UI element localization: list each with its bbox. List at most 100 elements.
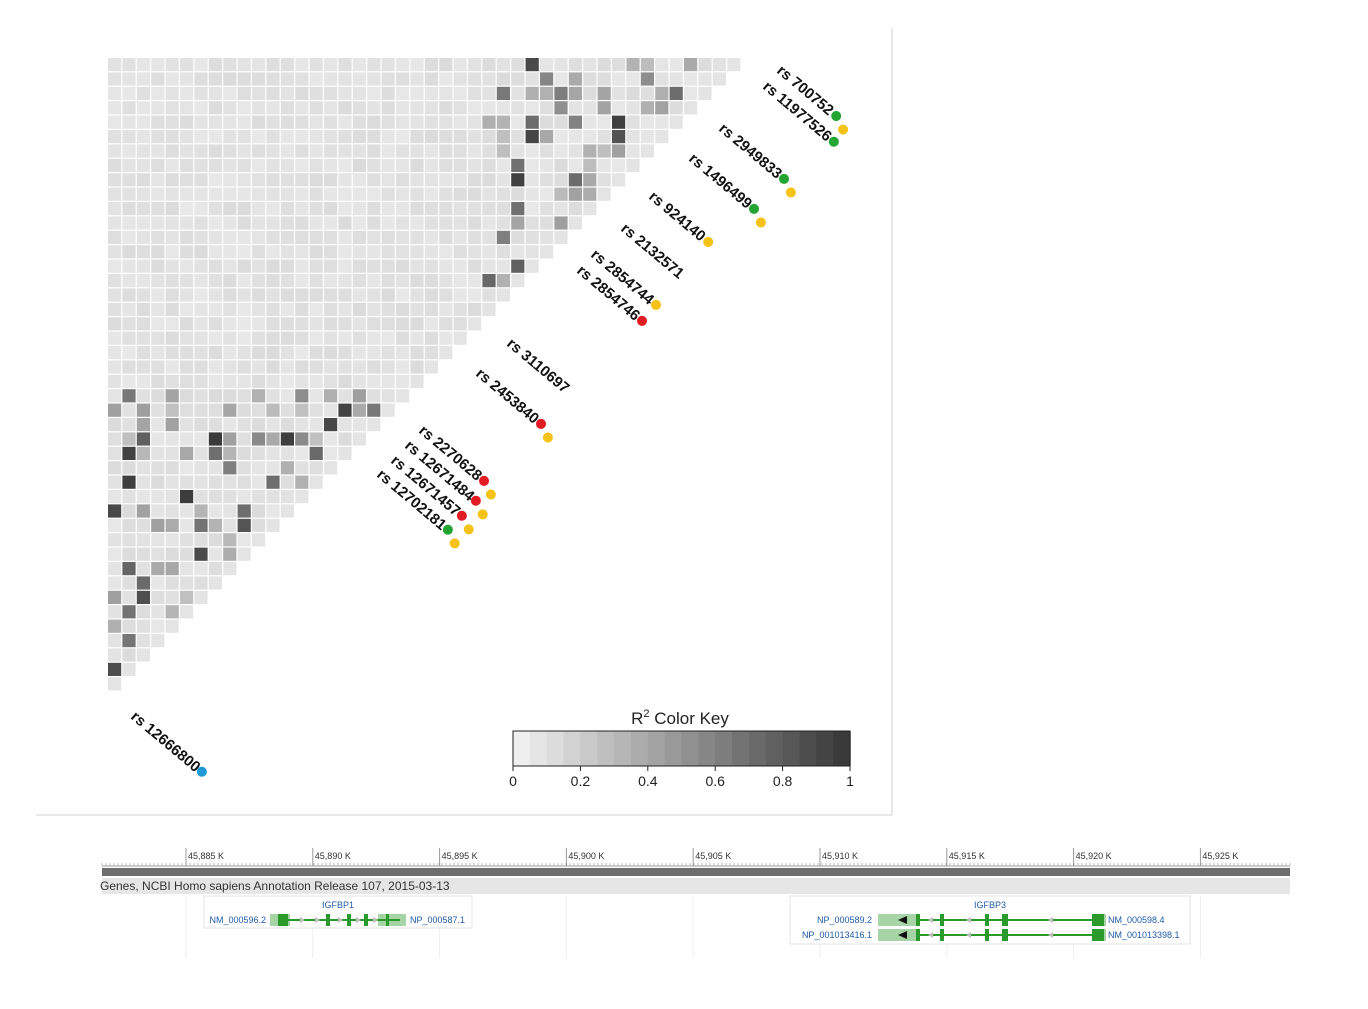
ld-cell bbox=[424, 86, 438, 100]
ld-cell bbox=[554, 173, 568, 187]
ld-cell bbox=[108, 648, 122, 662]
ld-cell bbox=[208, 101, 222, 115]
ld-cell bbox=[108, 461, 122, 475]
ld-cell bbox=[223, 245, 237, 259]
ld-cell bbox=[324, 173, 338, 187]
ld-cell bbox=[223, 331, 237, 345]
ld-cell bbox=[410, 360, 424, 374]
ld-cell bbox=[122, 648, 136, 662]
ld-cell bbox=[496, 202, 510, 216]
ld-cell bbox=[266, 331, 280, 345]
ld-cell bbox=[338, 187, 352, 201]
snp-label[interactable]: rs 924140 bbox=[645, 188, 708, 245]
ld-cell bbox=[439, 230, 453, 244]
ld-cell bbox=[151, 533, 165, 547]
color-key-swatch bbox=[833, 731, 851, 766]
ld-cell bbox=[252, 475, 266, 489]
ld-cell bbox=[252, 504, 266, 518]
transcript-left-label[interactable]: NP_000589.2 bbox=[817, 915, 872, 925]
ld-cell bbox=[180, 288, 194, 302]
ld-cell bbox=[108, 605, 122, 619]
snp-label[interactable]: rs 12666800 bbox=[127, 708, 203, 776]
ld-cell bbox=[309, 173, 323, 187]
ld-cell bbox=[252, 374, 266, 388]
ld-cell bbox=[612, 130, 626, 144]
ld-cell bbox=[295, 360, 309, 374]
ld-cell bbox=[468, 158, 482, 172]
ld-cell bbox=[482, 274, 496, 288]
ld-cell bbox=[151, 360, 165, 374]
ld-cell bbox=[396, 346, 410, 360]
ld-cell bbox=[266, 346, 280, 360]
ld-cell bbox=[367, 58, 381, 72]
ld-cell bbox=[208, 317, 222, 331]
snp-marker-icon bbox=[755, 217, 766, 228]
transcript-right-label[interactable]: NM_001013398.1 bbox=[1108, 930, 1180, 940]
ld-cell bbox=[352, 245, 366, 259]
gene-igfbp1[interactable]: IGFBP1 NM_000596.2 NP_000587.1 bbox=[203, 895, 473, 929]
ld-cell bbox=[136, 533, 150, 547]
ld-cell bbox=[424, 187, 438, 201]
ld-cell bbox=[396, 202, 410, 216]
ld-cell bbox=[468, 101, 482, 115]
ld-cell bbox=[223, 432, 237, 446]
ld-cell bbox=[309, 403, 323, 417]
ld-cell bbox=[352, 360, 366, 374]
ld-cell bbox=[122, 144, 136, 158]
ld-cell bbox=[424, 58, 438, 72]
ld-cell bbox=[180, 216, 194, 230]
ld-cell bbox=[108, 72, 122, 86]
transcript-right-label[interactable]: NM_000598.4 bbox=[1108, 915, 1165, 925]
ld-cell bbox=[237, 274, 251, 288]
ld-cell bbox=[583, 187, 597, 201]
ld-cell bbox=[122, 259, 136, 273]
snp-label-group[interactable]: rs 3110697 bbox=[503, 335, 572, 397]
ld-cell bbox=[439, 158, 453, 172]
ld-cell bbox=[597, 130, 611, 144]
ld-cell bbox=[266, 418, 280, 432]
ld-cell bbox=[352, 432, 366, 446]
ld-cell bbox=[194, 374, 208, 388]
snp-label-group[interactable]: rs 12666800 bbox=[127, 708, 210, 782]
ld-cell bbox=[252, 101, 266, 115]
genome-ruler[interactable]: 45,885 K 45,890 K 45,895 K 45,900 K 45,905 K… bbox=[101, 848, 1291, 867]
ld-cell bbox=[223, 274, 237, 288]
snp-label[interactable]: rs 1496499 bbox=[685, 150, 755, 212]
ld-cell bbox=[612, 86, 626, 100]
transcript-right-label[interactable]: NP_000587.1 bbox=[410, 915, 465, 925]
ld-cell bbox=[496, 259, 510, 273]
transcript-models[interactable] bbox=[878, 914, 1106, 941]
snp-label[interactable]: rs 2453840 bbox=[472, 365, 542, 427]
snp-label[interactable]: rs 3110697 bbox=[503, 335, 572, 397]
snp-label[interactable]: rs 2949833 bbox=[715, 120, 785, 182]
ld-cell bbox=[482, 173, 496, 187]
ld-cell bbox=[194, 418, 208, 432]
ld-cell bbox=[136, 144, 150, 158]
ld-cell bbox=[208, 418, 222, 432]
ld-cell bbox=[439, 302, 453, 316]
ld-cell bbox=[237, 374, 251, 388]
ld-cell bbox=[352, 216, 366, 230]
ld-cell bbox=[482, 302, 496, 316]
color-key-swatch bbox=[765, 731, 784, 766]
ld-cell bbox=[381, 403, 395, 417]
ld-cell bbox=[439, 115, 453, 129]
ld-cell bbox=[136, 72, 150, 86]
ld-cell bbox=[165, 432, 179, 446]
ld-cell bbox=[324, 288, 338, 302]
ld-cell bbox=[180, 158, 194, 172]
ld-cell bbox=[151, 274, 165, 288]
ld-cell bbox=[626, 144, 640, 158]
ld-cell bbox=[496, 58, 510, 72]
ld-cell bbox=[280, 173, 294, 187]
ld-cell bbox=[367, 259, 381, 273]
color-key-swatch bbox=[546, 731, 565, 766]
gene-igfbp3[interactable]: IGFBP3 NP_000589.2 NP_001013416.1 NM_000… bbox=[789, 895, 1191, 945]
ld-cell bbox=[266, 432, 280, 446]
transcript-left-label[interactable]: NM_000596.2 bbox=[209, 915, 266, 925]
ld-cell bbox=[367, 187, 381, 201]
transcript-model[interactable] bbox=[270, 914, 406, 926]
ld-cell bbox=[626, 86, 640, 100]
ld-cell bbox=[626, 58, 640, 72]
transcript-left-label[interactable]: NP_001013416.1 bbox=[802, 930, 872, 940]
